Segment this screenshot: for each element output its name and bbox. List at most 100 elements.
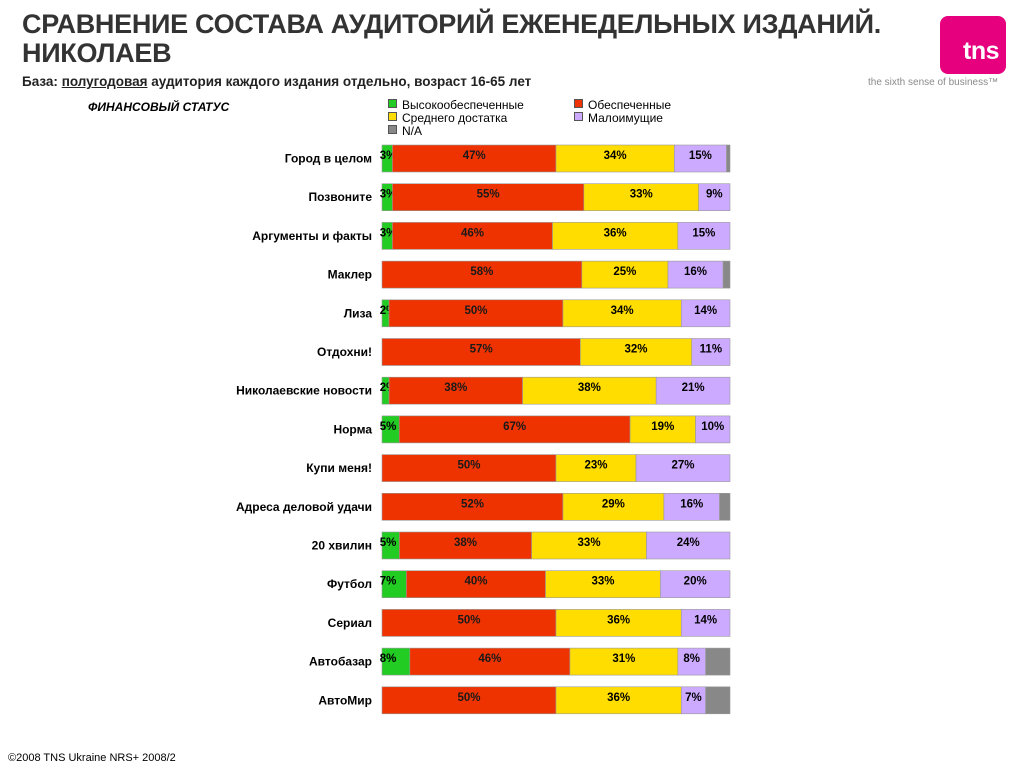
category-label: Город в целом (285, 152, 372, 166)
category-label: Адреса деловой удачи (236, 500, 372, 514)
data-label-high: 5% (380, 421, 397, 433)
bar-segment-low (677, 647, 706, 676)
data-label-low: 10% (701, 421, 724, 433)
category-label: Автобазар (309, 655, 372, 669)
data-label-low: 16% (684, 266, 707, 278)
bar-segment-low (646, 531, 731, 560)
legend-label-low: Малоимущие (588, 111, 663, 125)
page-title: СРАВНЕНИЕ СОСТАВА АУДИТОРИЙ ЕЖЕНЕДЕЛЬНЫХ… (22, 9, 881, 68)
tns-logo: tns (940, 16, 1006, 74)
data-label-well: 50% (457, 460, 480, 472)
bar-segment-low (635, 454, 731, 482)
category-label: Купи меня! (306, 461, 372, 475)
data-label-low: 14% (694, 305, 717, 317)
bar-segment-middle (555, 609, 682, 637)
category-label: Маклер (328, 268, 372, 282)
legend-label-well: Обеспеченные (588, 98, 671, 112)
data-label-high: 7% (380, 576, 397, 588)
data-label-low: 15% (689, 150, 712, 162)
bar-segment-middle (552, 222, 679, 250)
category-label: АвтоМир (318, 693, 372, 707)
category-label: Норма (333, 422, 372, 436)
data-label-well: 58% (470, 266, 493, 278)
bar-segment-well (381, 609, 557, 637)
bar-segment-low (698, 183, 731, 211)
data-label-well: 46% (478, 653, 501, 665)
bar-segment-low (663, 492, 720, 521)
bar-segment-na (719, 492, 731, 521)
data-label-middle: 19% (651, 421, 674, 433)
category-label: Футбол (327, 577, 372, 591)
bar-segment-middle (629, 415, 696, 444)
data-label-middle: 36% (604, 227, 627, 239)
bar-segment-low (680, 686, 706, 715)
data-label-well: 52% (461, 498, 484, 510)
bar-segment-na (726, 144, 731, 173)
data-label-low: 8% (683, 653, 700, 665)
legend-label-high: Высокообеспеченные (402, 98, 524, 112)
data-label-middle: 31% (612, 653, 635, 665)
bar-segment-low (660, 570, 731, 599)
bar-segment-well (381, 492, 564, 521)
bar-segment-well (409, 647, 571, 676)
bar-segment-low (695, 415, 731, 444)
bar-segment-middle (522, 376, 657, 405)
bar-segment-middle (555, 686, 682, 715)
bar-segment-middle (580, 338, 693, 366)
footer-copyright: ©2008 TNS Ukraine NRS+ 2008/2 (8, 752, 176, 764)
data-label-well: 50% (457, 692, 480, 704)
data-label-low: 27% (672, 460, 695, 472)
bar-segment-well (399, 531, 532, 560)
bar-segment-well (381, 454, 557, 482)
base-underlined: полугодовая (61, 74, 148, 89)
section-label: ФИНАНСОВЫЙ СТАТУС (88, 100, 230, 114)
data-label-low: 24% (677, 537, 700, 549)
data-label-low: 20% (684, 576, 707, 588)
bar-segment-well (392, 222, 553, 250)
bar-segment-low (691, 338, 731, 366)
data-label-middle: 34% (604, 150, 627, 162)
bar-segment-low (667, 260, 724, 289)
base-rest: аудитория каждого издания отдельно, возр… (151, 74, 532, 89)
logo-text: tns (963, 37, 1000, 65)
legend-item-na: N/A (388, 125, 422, 138)
data-label-low: 14% (694, 614, 717, 626)
bar-segment-well (381, 338, 581, 366)
data-label-middle: 33% (578, 537, 601, 549)
data-label-low: 16% (680, 498, 703, 510)
bar-segment-middle (583, 183, 699, 211)
data-label-low: 11% (700, 344, 722, 356)
bar-segment-low (680, 609, 731, 637)
data-label-middle: 36% (607, 692, 630, 704)
data-label-middle: 34% (611, 305, 634, 317)
base-label: База: (22, 74, 58, 89)
bar-segment-well (381, 686, 557, 715)
legend-swatch-high (388, 99, 397, 108)
bar-segment-low (680, 299, 731, 328)
bar-segment-middle (581, 260, 669, 289)
data-label-well: 38% (444, 382, 467, 394)
data-label-low: 21% (682, 382, 705, 394)
legend-item-high: Высокообеспеченные (388, 99, 524, 112)
category-label: 20 хвилин (312, 539, 372, 553)
data-label-well: 55% (477, 189, 500, 201)
category-label: Лиза (344, 306, 373, 320)
legend-item-middle: Среднего достатка (388, 112, 507, 125)
bar-segment-middle (531, 531, 647, 560)
data-label-middle: 36% (607, 614, 630, 626)
data-label-middle: 38% (578, 382, 601, 394)
legend-swatch-middle (388, 112, 397, 121)
bar-segment-well (392, 144, 557, 173)
bar-segment-well (398, 415, 631, 444)
data-label-middle: 33% (591, 576, 614, 588)
bar-segment-well (406, 570, 546, 599)
data-label-well: 38% (454, 537, 477, 549)
legend-label-na: N/A (402, 124, 423, 138)
bar-segment-low (677, 222, 731, 250)
bar-segment-low (674, 144, 727, 173)
bar-segment-well (381, 260, 583, 289)
bar-segment-middle (555, 454, 637, 482)
bar-segment-well (392, 183, 585, 211)
data-label-middle: 33% (630, 189, 653, 201)
